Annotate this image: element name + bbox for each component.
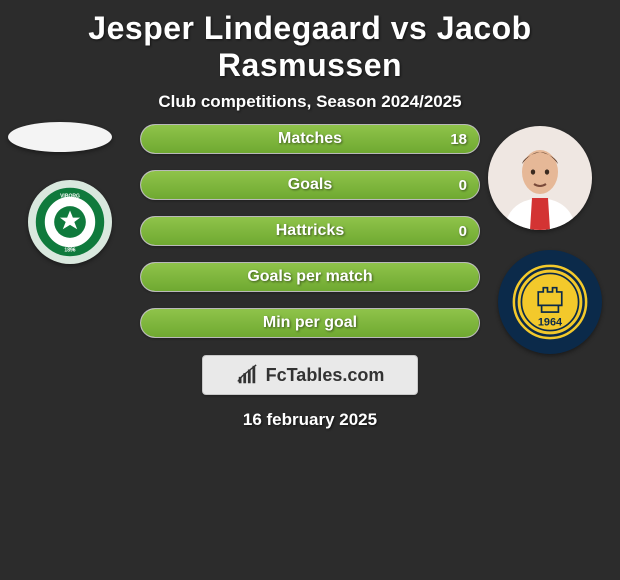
stat-bar-label: Goals per match <box>141 263 479 291</box>
comparison-card: Jesper Lindegaard vs Jacob Rasmussen Clu… <box>0 0 620 580</box>
player-blank-avatar <box>8 122 112 152</box>
svg-text:1964: 1964 <box>538 317 562 329</box>
svg-text:1896: 1896 <box>64 248 75 254</box>
brondby-club-badge: 1964 <box>498 250 602 354</box>
player-photo-avatar <box>488 126 592 230</box>
branding-text: FcTables.com <box>266 365 385 386</box>
stat-bar-hattricks: Hattricks 0 <box>140 216 480 246</box>
stat-bar-value: 0 <box>459 171 467 199</box>
stat-bar-label: Hattricks <box>141 217 479 245</box>
stat-bar-value: 0 <box>459 217 467 245</box>
brondby-badge-icon: 1964 <box>508 260 592 344</box>
viborg-club-badge: VIBORG 1896 <box>28 180 112 264</box>
page-title: Jesper Lindegaard vs Jacob Rasmussen <box>0 10 620 84</box>
stat-bar-min-per-goal: Min per goal <box>140 308 480 338</box>
stat-bar-label: Goals <box>141 171 479 199</box>
branding-badge: FcTables.com <box>202 355 418 395</box>
page-subtitle: Club competitions, Season 2024/2025 <box>0 92 620 112</box>
chart-icon <box>236 364 258 386</box>
stat-bar-label: Min per goal <box>141 309 479 337</box>
stat-bars: Matches 18 Goals 0 Hattricks 0 Goals per… <box>140 124 480 354</box>
stat-bar-value: 18 <box>450 125 467 153</box>
stat-bar-matches: Matches 18 <box>140 124 480 154</box>
player-photo-icon <box>490 130 590 230</box>
stat-bar-goals-per-match: Goals per match <box>140 262 480 292</box>
date-label: 16 february 2025 <box>0 410 620 430</box>
viborg-badge-icon: VIBORG 1896 <box>34 186 106 258</box>
stat-bar-goals: Goals 0 <box>140 170 480 200</box>
stat-bar-label: Matches <box>141 125 479 153</box>
svg-text:VIBORG: VIBORG <box>60 194 80 200</box>
